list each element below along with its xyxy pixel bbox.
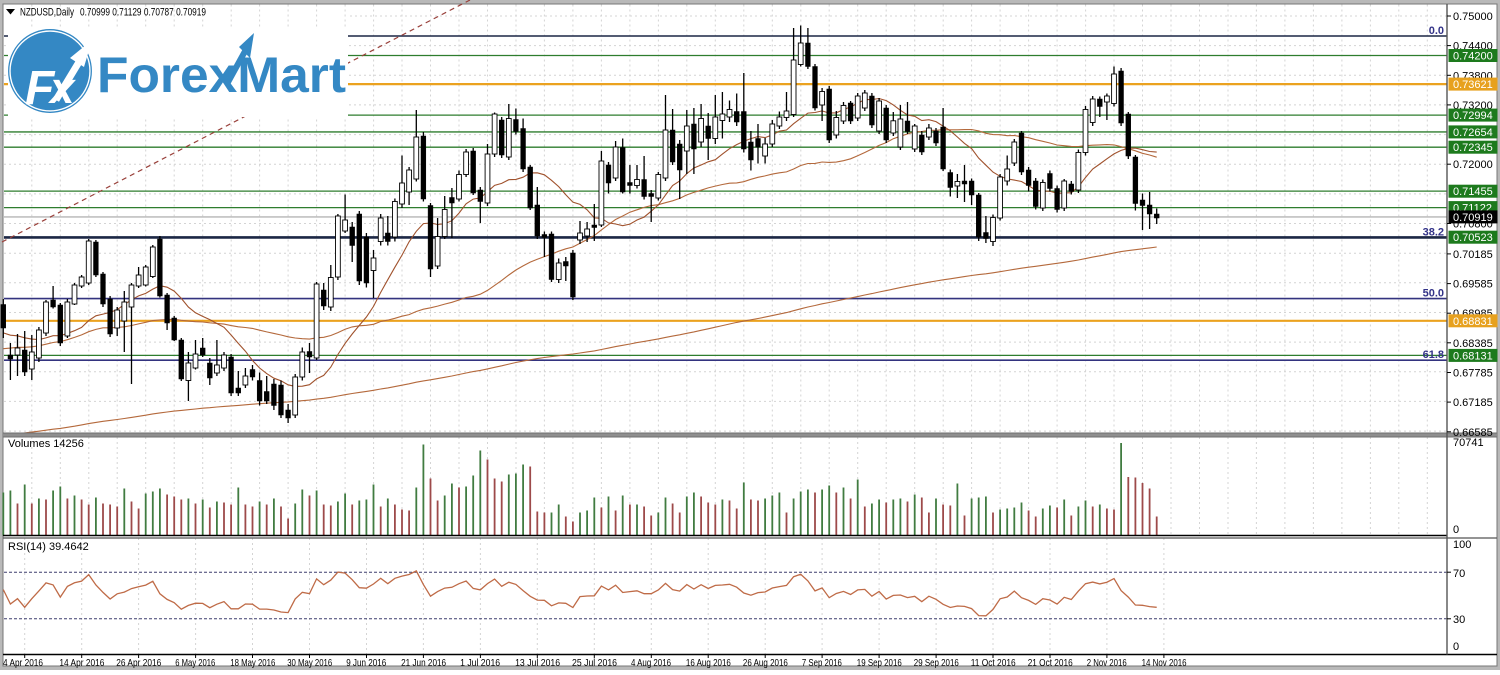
- svg-text:0.72994: 0.72994: [1453, 110, 1493, 122]
- svg-text:13 Jul 2016: 13 Jul 2016: [515, 657, 560, 669]
- svg-text:0.67785: 0.67785: [1453, 368, 1493, 380]
- svg-text:0.69585: 0.69585: [1453, 279, 1493, 291]
- svg-text:F: F: [25, 62, 56, 115]
- svg-text:21 Jun 2016: 21 Jun 2016: [401, 657, 446, 669]
- svg-text:30: 30: [1453, 614, 1465, 626]
- svg-text:0.72654: 0.72654: [1453, 127, 1493, 139]
- svg-text:26 Aug 2016: 26 Aug 2016: [743, 657, 788, 669]
- svg-text:0.70185: 0.70185: [1453, 249, 1493, 261]
- svg-text:0.70999 0.71129 0.70787 0.7091: 0.70999 0.71129 0.70787 0.70919: [80, 7, 206, 19]
- svg-text:6 May 2016: 6 May 2016: [175, 657, 215, 669]
- svg-text:RSI(14) 39.4642: RSI(14) 39.4642: [8, 541, 89, 553]
- svg-text:25 Jul 2016: 25 Jul 2016: [572, 657, 617, 669]
- svg-text:0.74200: 0.74200: [1453, 51, 1493, 63]
- svg-text:0.72000: 0.72000: [1453, 159, 1493, 171]
- svg-text:0.68131: 0.68131: [1453, 350, 1493, 362]
- svg-text:0.70919: 0.70919: [1453, 212, 1493, 224]
- svg-text:26 Apr 2016: 26 Apr 2016: [116, 657, 161, 669]
- svg-text:7 Sep 2016: 7 Sep 2016: [802, 657, 842, 669]
- svg-text:18 May 2016: 18 May 2016: [230, 657, 275, 669]
- svg-text:0.70523: 0.70523: [1453, 232, 1493, 244]
- svg-text:29 Sep 2016: 29 Sep 2016: [914, 657, 959, 669]
- svg-text:14 Nov 2016: 14 Nov 2016: [1142, 657, 1187, 669]
- svg-text:21 Oct 2016: 21 Oct 2016: [1028, 657, 1073, 669]
- svg-text:0.67185: 0.67185: [1453, 397, 1493, 409]
- svg-text:100: 100: [1453, 539, 1471, 551]
- svg-text:0.68831: 0.68831: [1453, 316, 1493, 328]
- svg-text:0.66585: 0.66585: [1453, 427, 1493, 439]
- svg-text:9 Jun 2016: 9 Jun 2016: [346, 657, 386, 669]
- svg-text:0.0: 0.0: [1429, 25, 1444, 37]
- svg-text:16 Aug 2016: 16 Aug 2016: [686, 657, 731, 669]
- svg-text:0.68385: 0.68385: [1453, 338, 1493, 350]
- svg-text:50.0: 50.0: [1423, 288, 1444, 300]
- svg-text:70: 70: [1453, 568, 1465, 580]
- svg-text:70741: 70741: [1453, 437, 1484, 449]
- svg-text:0.72345: 0.72345: [1453, 142, 1493, 154]
- svg-text:0.75000: 0.75000: [1453, 11, 1493, 23]
- svg-text:Volumes 14256: Volumes 14256: [8, 438, 84, 450]
- svg-text:4 Aug 2016: 4 Aug 2016: [631, 657, 671, 669]
- svg-text:11 Oct 2016: 11 Oct 2016: [971, 657, 1016, 669]
- svg-text:0: 0: [1453, 524, 1459, 536]
- svg-text:2 Nov 2016: 2 Nov 2016: [1087, 657, 1127, 669]
- svg-text:4 Apr 2016: 4 Apr 2016: [3, 657, 43, 669]
- svg-text:38.2: 38.2: [1423, 226, 1444, 238]
- svg-text:61.8: 61.8: [1423, 349, 1444, 361]
- svg-text:0.71455: 0.71455: [1453, 186, 1493, 198]
- svg-text:NZDUSD,Daily: NZDUSD,Daily: [20, 7, 74, 19]
- svg-text:0: 0: [1453, 641, 1459, 653]
- svg-text:19 Sep 2016: 19 Sep 2016: [857, 657, 902, 669]
- svg-text:30 May 2016: 30 May 2016: [287, 657, 332, 669]
- svg-text:14 Apr 2016: 14 Apr 2016: [59, 657, 104, 669]
- svg-text:0.73621: 0.73621: [1453, 79, 1493, 91]
- svg-text:1 Jul 2016: 1 Jul 2016: [460, 657, 500, 669]
- svg-text:ForexMart: ForexMart: [97, 47, 346, 103]
